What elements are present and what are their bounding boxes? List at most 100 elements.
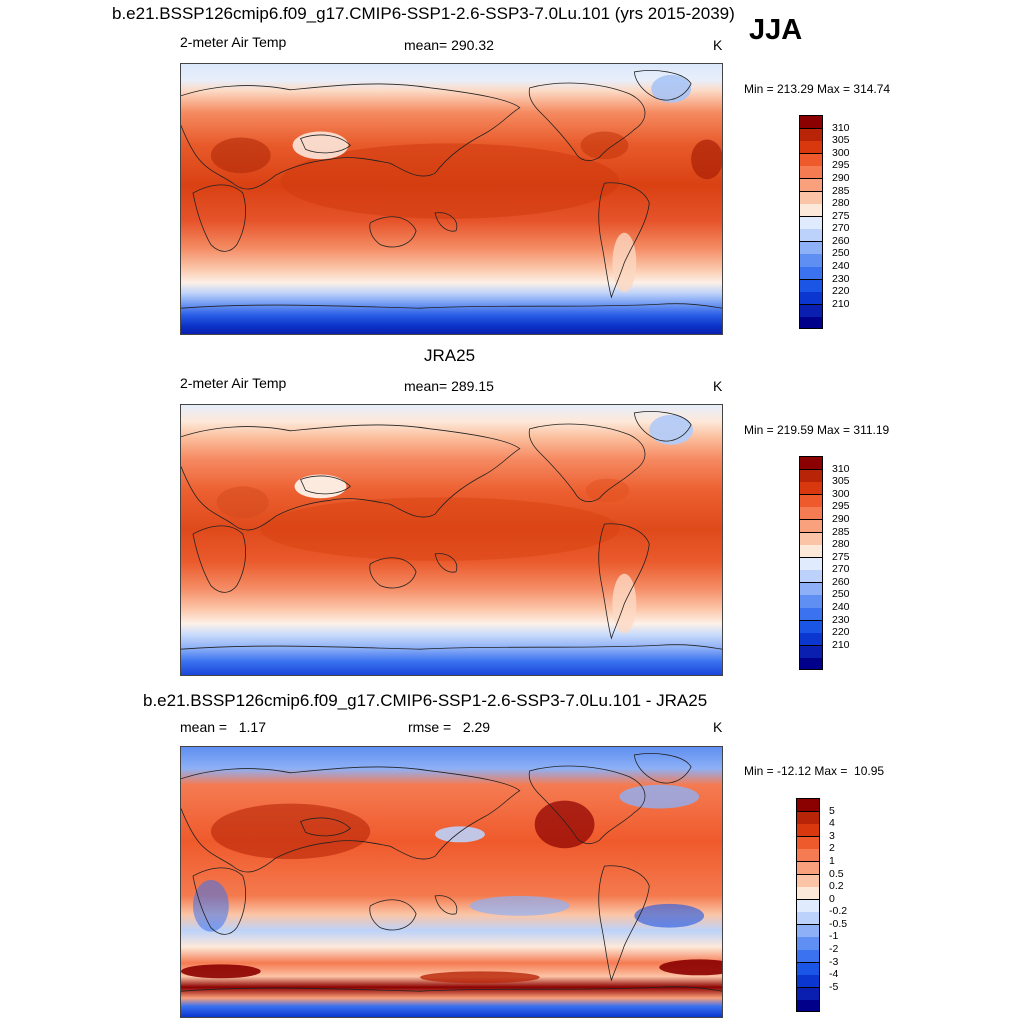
panel-3-colorbar-label: 5 <box>829 804 835 817</box>
panel-2-colorbar-box <box>800 519 822 534</box>
panel-2-colorbar-box <box>800 457 822 471</box>
panel-2-colorbar-box <box>800 608 822 622</box>
panel-1-colorbar-label: 305 <box>832 134 850 147</box>
panel-2-colorbar-box <box>800 620 822 634</box>
panel-3-colorbar-label: 4 <box>829 817 835 830</box>
panel-3-colorbar-label: 0.2 <box>829 880 844 893</box>
panel-2-colorbar-box <box>800 482 822 496</box>
panel-2-colorbar-box <box>800 658 822 669</box>
panel-1-colorbar-label: 250 <box>832 247 850 260</box>
panel-1-variable-label: 2-meter Air Temp <box>180 34 287 50</box>
panel-2-minmax: Min = 219.59 Max = 311.19 <box>744 423 890 437</box>
season-label: JJA <box>749 14 803 46</box>
panel-1-colorbar-box <box>800 116 822 130</box>
panel-1-units-label: K <box>713 37 723 53</box>
panel-2-colorbar-label: 295 <box>832 500 850 513</box>
panel-1-map-field <box>181 64 722 334</box>
panel-3-colorbar-box <box>797 861 819 876</box>
panel-1-colorbar-label: 210 <box>832 297 850 310</box>
panel-1-colorbar-box <box>800 178 822 193</box>
panel-3-colorbar-box <box>797 836 819 850</box>
panel-2-colorbar-label: 275 <box>832 550 850 563</box>
panel-3-colorbar-box <box>797 824 819 838</box>
panel-1-colorbar-label: 290 <box>832 171 850 184</box>
panel-1-colorbar-label: 295 <box>832 159 850 172</box>
panel-2-colorbar-label: 300 <box>832 487 850 500</box>
panel-2-colorbar-boxes <box>799 456 823 670</box>
panel-2-map <box>180 404 723 676</box>
panel-2-colorbar-box <box>800 570 822 584</box>
panel-1-title: b.e21.BSSP126cmip6.f09_g17.CMIP6-SSP1-2.… <box>112 4 735 23</box>
panel-2-colorbar-box <box>800 582 822 596</box>
panel-2-colorbar-box <box>800 545 822 559</box>
panel-1-colorbar-box <box>800 166 822 180</box>
panel-3-colorbar-box <box>797 924 819 938</box>
panel-1-colorbar-box <box>800 216 822 230</box>
panel-2-colorbar-box <box>800 645 822 659</box>
panel-2-colorbar-label: 240 <box>832 601 850 614</box>
panel-2-colorbar-label: 230 <box>832 613 850 626</box>
panel-1-colorbar-label: 240 <box>832 260 850 273</box>
panel-3-colorbar-box <box>797 899 819 913</box>
panel-3-colorbar-box <box>797 950 819 964</box>
panel-1-colorbar-box <box>800 204 822 218</box>
panel-2-colorbar-label: 250 <box>832 588 850 601</box>
panel-1-colorbar-label: 280 <box>832 197 850 210</box>
panel-3-map <box>180 746 723 1018</box>
panel-3-colorbar-label: -1 <box>829 930 839 943</box>
panel-3-colorbar-box <box>797 799 819 813</box>
panel-1-colorbar-label: 275 <box>832 209 850 222</box>
panel-1-map <box>180 63 723 335</box>
panel-3-colorbar-label: -5 <box>829 980 839 993</box>
panel-1-colorbar-box <box>800 254 822 268</box>
panel-1-colorbar-box <box>800 267 822 281</box>
panel-3-colorbar-label: -2 <box>829 943 839 956</box>
panel-2-colorbar-label: 270 <box>832 563 850 576</box>
panel-2-units-label: K <box>713 378 723 394</box>
panel-3-colorbar-label: -0.2 <box>829 905 848 918</box>
panel-2-colorbar-box <box>800 507 822 521</box>
panel-2-colorbar-label: 220 <box>832 626 850 639</box>
panel-2-colorbar-label: 280 <box>832 538 850 551</box>
panel-3-rmse-label: rmse = 2.29 <box>408 719 491 735</box>
panel-3-minmax: Min = -12.12 Max = 10.95 <box>744 764 885 778</box>
panel-1-colorbar-label: 270 <box>832 222 850 235</box>
panel-1-colorbar-box <box>800 128 822 142</box>
panel-3-colorbar-box <box>797 987 819 1001</box>
panel-1-colorbar-boxes <box>799 115 823 329</box>
panel-2-colorbar-box <box>800 494 822 508</box>
panel-1-colorbar-label: 230 <box>832 272 850 285</box>
panel-1-colorbar-box <box>800 279 822 293</box>
panel-3-colorbar-label: 0 <box>829 892 835 905</box>
panel-3-colorbar-box <box>797 874 819 888</box>
panel-2-mean-label: mean= 289.15 <box>404 378 494 394</box>
panel-1-colorbar-label: 310 <box>832 121 850 134</box>
panel-2-colorbar-label: 260 <box>832 575 850 588</box>
panel-3-colorbar-label: -3 <box>829 955 839 968</box>
panel-1-minmax: Min = 213.29 Max = 314.74 <box>744 82 891 96</box>
panel-2-colorbar-label: 310 <box>832 462 850 475</box>
panel-2-colorbar-label: 285 <box>832 525 850 538</box>
panel-1-colorbar-box <box>800 304 822 318</box>
panel-2-colorbar-label: 290 <box>832 512 850 525</box>
panel-2-colorbar-box <box>800 595 822 609</box>
panel-1-colorbar-box <box>800 292 822 306</box>
panel-1-colorbar-label: 260 <box>832 234 850 247</box>
panel-3-colorbar-box <box>797 887 819 901</box>
panel-2-variable-label: 2-meter Air Temp <box>180 375 287 391</box>
panel-1-colorbar-box <box>800 141 822 155</box>
panel-1-mean-label: mean= 290.32 <box>404 37 494 53</box>
panel-1-colorbar-box <box>800 153 822 167</box>
panel-3-colorbar-box <box>797 1000 819 1011</box>
panel-3-units-label: K <box>713 719 723 735</box>
panel-3-colorbar-box <box>797 811 819 825</box>
panel-3-colorbar-label: -4 <box>829 968 839 981</box>
panel-1-colorbar-box <box>800 241 822 255</box>
panel-3-colorbar-box <box>797 849 819 863</box>
panel-1-colorbar-label: 220 <box>832 285 850 298</box>
panel-3-colorbar-label: 1 <box>829 854 835 867</box>
panel-3-mean-label: mean = 1.17 <box>180 719 267 735</box>
panel-3-colorbar-label: 0.5 <box>829 867 844 880</box>
panel-3-colorbar-box <box>797 962 819 976</box>
panel-3-colorbar-label: 3 <box>829 829 835 842</box>
